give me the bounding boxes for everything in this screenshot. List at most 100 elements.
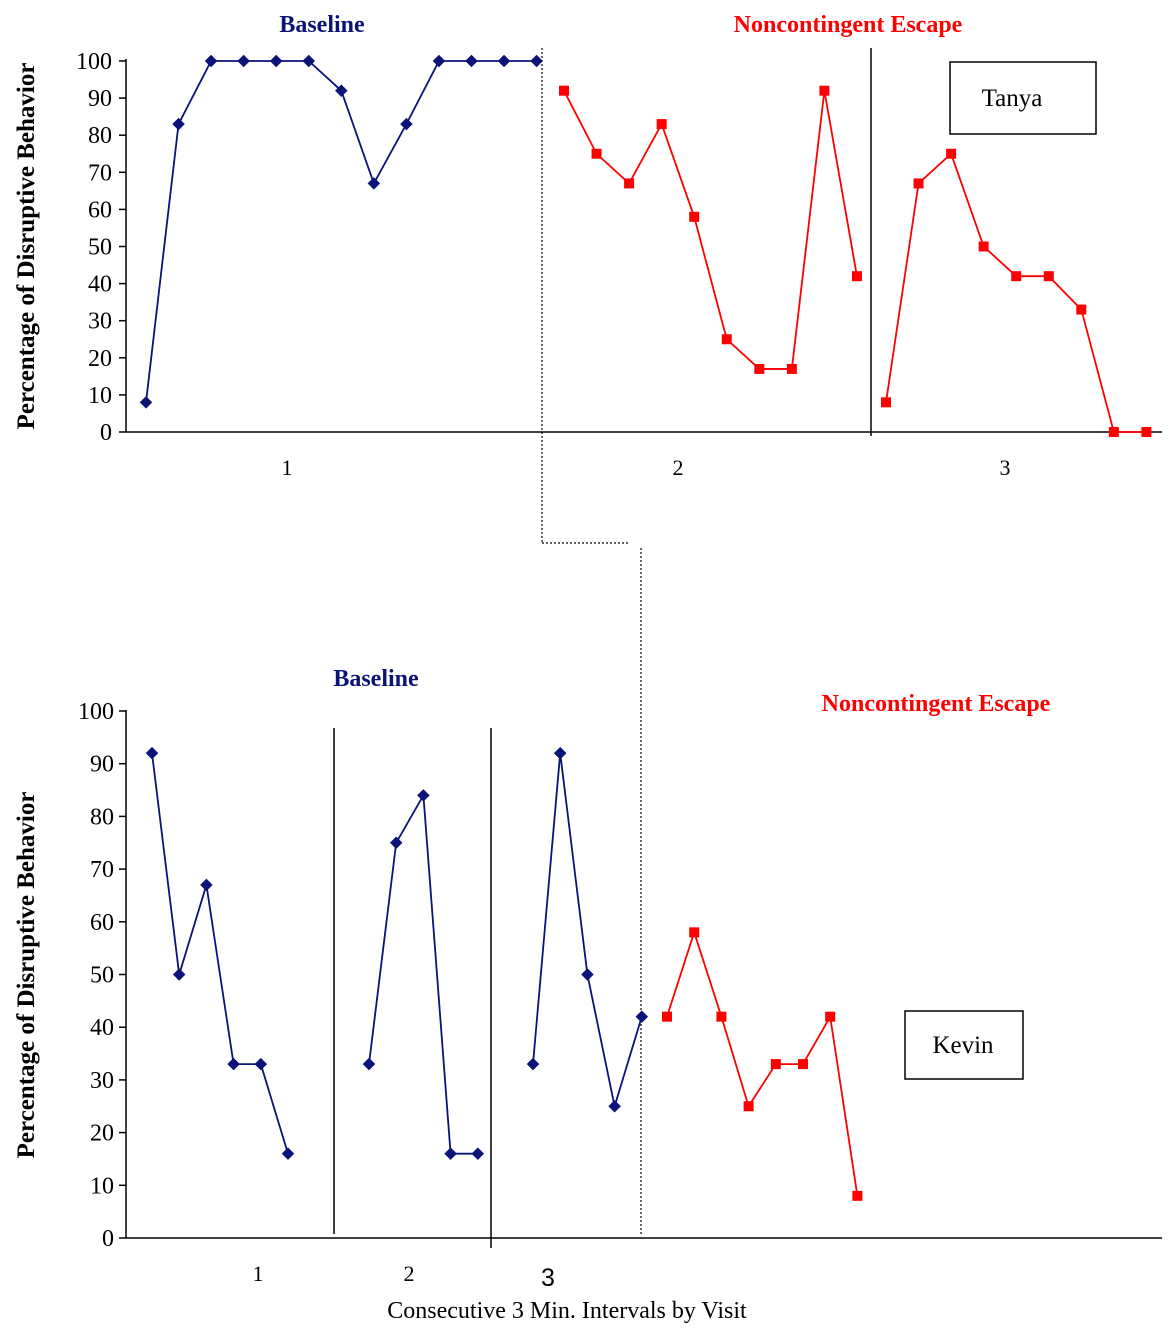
tanya-y-ticks: 0 10 20 30 40 50 60 70 80 90 100 [76, 49, 126, 446]
kevin-noncontingent_escape-data-point [716, 1011, 727, 1022]
kevin-baseline-data-point [417, 788, 430, 802]
x-axis-label: Consecutive 3 Min. Intervals by Visit [387, 1298, 747, 1324]
tanya-noncontingent_escape-data-point [624, 178, 635, 189]
tanya-y-tick-label: 30 [88, 309, 112, 335]
tanya-y-tick-label: 10 [88, 383, 112, 409]
kevin-y-tick-label: 80 [90, 804, 114, 830]
tanya-visit-label-2: 2 [673, 455, 684, 480]
kevin-baseline-data-point [227, 1057, 240, 1071]
kevin-name-label: Kevin [932, 1032, 994, 1059]
kevin-baseline-data-point [635, 1010, 649, 1024]
tanya-noncontingent_escape-data-point [689, 211, 700, 222]
tanya-baseline-data-point [302, 54, 316, 68]
kevin-noncontingent_escape-data-point [825, 1011, 836, 1022]
tanya-y-axis-label: Percentage of Disruptive Behavior [13, 63, 40, 430]
kevin-baseline-data-point [200, 878, 213, 892]
kevin-noncontingent_escape-data-point [798, 1059, 808, 1070]
tanya-y-tick-label: 100 [76, 49, 112, 75]
kevin-baseline-data-point [281, 1147, 295, 1161]
kevin-baseline-data-point [581, 968, 594, 981]
tanya-noncontingent_escape-data-point [656, 119, 667, 130]
tanya-baseline-label: Baseline [279, 12, 365, 38]
kevin-y-ticks: 0 10 20 30 40 50 60 70 80 90 100 [78, 699, 126, 1252]
tanya-noncontingent_escape-data-point [591, 148, 602, 159]
tanya-y-tick-label: 0 [100, 420, 112, 446]
tanya-series [139, 54, 1152, 437]
tanya-visit-label-3: 3 [1000, 455, 1011, 480]
kevin-series [145, 746, 863, 1201]
tanya-noncontingent_escape-data-point [946, 148, 957, 159]
kevin-baseline-data-point [172, 968, 186, 981]
kevin-y-axis-label: Percentage of Disruptive Behavior [13, 792, 40, 1159]
tanya-y-tick-label: 40 [88, 272, 112, 298]
tanya-noncontingent_escape-data-point [559, 85, 569, 96]
kevin-baseline-line [151, 753, 289, 1154]
tanya-baseline-data-point [334, 84, 348, 98]
tanya-noncontingent_escape-data-point [881, 397, 891, 408]
kevin-visit-label-2: 2 [404, 1261, 415, 1286]
tanya-y-tick-label: 70 [88, 160, 112, 186]
tanya-baseline-data-point [432, 54, 446, 68]
tanya-noncontingent-escape-label: Noncontingent Escape [734, 12, 963, 38]
kevin-y-tick-label: 10 [90, 1173, 114, 1199]
tanya-chart: Percentage of Disruptive Behavior Baseli… [13, 12, 1162, 544]
kevin-y-tick-label: 30 [90, 1068, 114, 1094]
kevin-baseline-label: Baseline [333, 666, 419, 692]
tanya-noncontingent_escape-line [563, 90, 858, 370]
kevin-visit-label-1: 1 [253, 1261, 264, 1286]
kevin-noncontingent_escape-data-point [689, 927, 700, 938]
tanya-noncontingent_escape-data-point [851, 271, 862, 282]
kevin-baseline-data-point [145, 746, 159, 760]
kevin-noncontingent_escape-data-point [852, 1190, 863, 1201]
tanya-baseline-line [145, 60, 537, 403]
kevin-baseline-data-point [362, 1057, 376, 1071]
kevin-noncontingent-escape-label: Noncontingent Escape [822, 691, 1051, 717]
tanya-noncontingent_escape-data-point [786, 363, 797, 374]
kevin-noncontingent_escape-line [666, 929, 859, 1196]
tanya-baseline-data-point [497, 54, 511, 68]
kevin-name-box [904, 1010, 1024, 1080]
tanya-noncontingent_escape-data-point [1108, 427, 1119, 437]
tanya-noncontingent_escape-data-point [1011, 271, 1022, 282]
tanya-baseline-data-point [400, 117, 413, 131]
tanya-noncontingent_escape-data-point [1141, 427, 1152, 437]
tanya-y-tick-label: 60 [88, 197, 112, 223]
tanya-visit-label-1: 1 [282, 455, 293, 480]
kevin-noncontingent_escape-data-point [770, 1059, 781, 1070]
tanya-baseline-data-point [465, 54, 478, 68]
kevin-y-tick-label: 0 [102, 1226, 114, 1252]
kevin-baseline-data-point [553, 746, 567, 760]
kevin-y-tick-label: 90 [90, 752, 114, 778]
kevin-baseline-line [532, 753, 643, 1107]
kevin-y-tick-label: 60 [90, 910, 114, 936]
kevin-noncontingent_escape-data-point [662, 1011, 672, 1022]
tanya-name-box [949, 61, 1097, 135]
tanya-y-tick-label: 80 [88, 123, 112, 149]
kevin-baseline-data-point [254, 1057, 268, 1071]
kevin-baseline-line [368, 792, 478, 1155]
tanya-baseline-data-point [172, 117, 185, 131]
kevin-baseline-data-point [608, 1099, 621, 1113]
tanya-noncontingent_escape-data-point [913, 178, 924, 189]
kevin-noncontingent_escape-data-point [743, 1101, 754, 1112]
kevin-y-tick-label: 100 [78, 699, 114, 725]
tanya-noncontingent_escape-data-point [1043, 271, 1054, 282]
tanya-baseline-data-point [139, 395, 153, 409]
tanya-y-tick-label: 20 [88, 346, 112, 372]
kevin-baseline-data-point [526, 1057, 540, 1071]
kevin-y-tick-label: 20 [90, 1121, 114, 1147]
tanya-noncontingent_escape-data-point [978, 241, 989, 252]
tanya-baseline-data-point [530, 54, 543, 68]
kevin-chart: Percentage of Disruptive Behavior Baseli… [13, 548, 1162, 1324]
kevin-visit-label-3: 3 [541, 1264, 555, 1292]
tanya-baseline-data-point [367, 177, 381, 190]
kevin-y-tick-label: 50 [90, 963, 114, 989]
tanya-noncontingent_escape-data-point [721, 334, 732, 345]
tanya-noncontingent_escape-line [885, 152, 1147, 433]
kevin-y-tick-label: 70 [90, 857, 114, 883]
kevin-y-tick-label: 40 [90, 1015, 114, 1041]
tanya-y-tick-label: 50 [88, 235, 112, 261]
tanya-noncontingent_escape-data-point [754, 363, 765, 374]
kevin-baseline-data-point [471, 1147, 485, 1161]
